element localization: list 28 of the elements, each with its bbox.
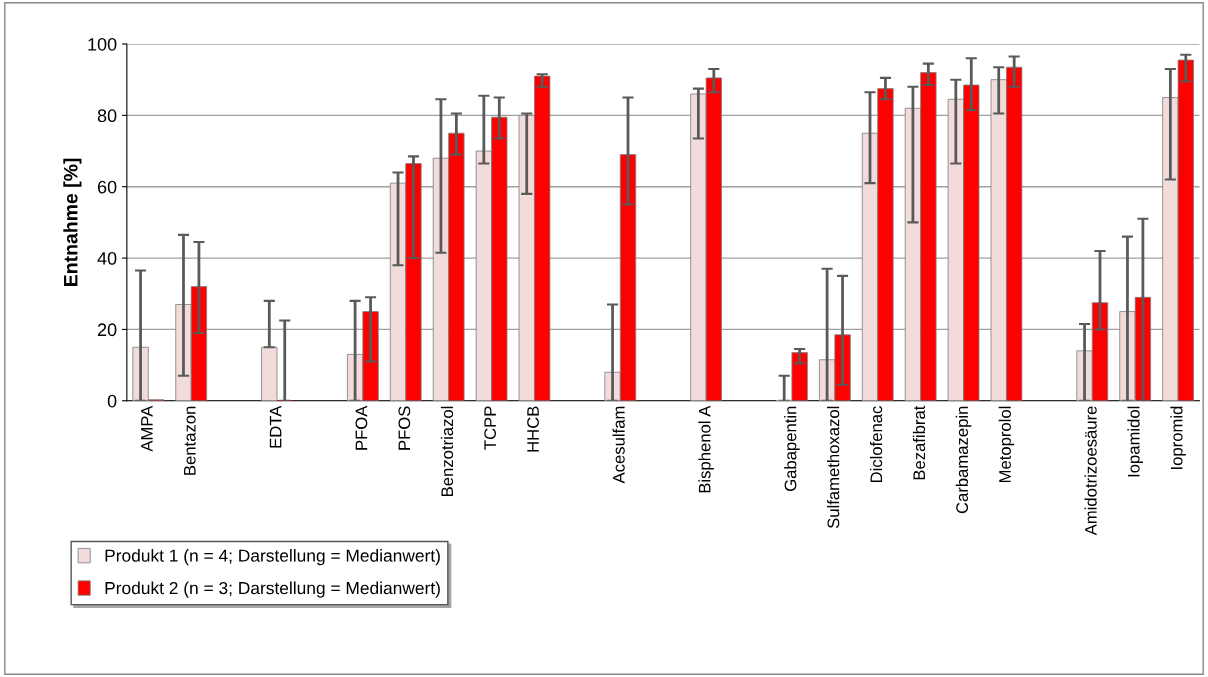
x-tick-label: Bezafibrat — [912, 405, 926, 480]
y-tick-label: 60 — [97, 180, 117, 194]
y-tick-label: 40 — [97, 252, 117, 265]
x-tick-label: PFOS — [398, 406, 411, 450]
x-tick-label: TCPP — [484, 406, 497, 450]
x-tick-label: Diclofenac — [869, 406, 883, 483]
y-axis-title: Entnahme [%] — [63, 158, 82, 286]
y-tick-label: 20 — [97, 323, 117, 337]
x-tick-label: Bisphenol A — [698, 405, 714, 493]
x-tick-label: Benzotriazol — [440, 406, 454, 496]
x-tick-label: AMPA — [141, 405, 153, 452]
x-tick-label: Amidotrizoesäure — [1084, 406, 1097, 536]
x-tick-label: Bentazon — [184, 406, 196, 475]
legend-label: Produkt 1 (n = 4; Darstellung = Medianwert) — [105, 549, 440, 566]
x-tick-label: PFOA — [355, 405, 368, 450]
legend-label: Produkt 2 (n = 3; Darstellung = Medianwert) — [105, 581, 440, 598]
x-tick-label: Iopamidol — [1127, 406, 1143, 477]
x-tick-label: Gabapentin — [784, 406, 800, 491]
x-tick-label: Carbamazepin — [955, 406, 972, 514]
y-tick-label: 100 — [88, 37, 117, 51]
x-tick-label: Sulfamethoxazol — [827, 406, 840, 529]
x-tick-label: Metoprolol — [998, 406, 1015, 483]
x-tick-label: Acesulfam — [612, 406, 625, 484]
y-tick-label: 0 — [107, 394, 117, 408]
y-tick-label: 80 — [97, 109, 117, 123]
x-tick-label: HHCB — [527, 406, 539, 452]
x-tick-label: Iopromid — [1170, 406, 1186, 469]
x-tick-label: EDTA — [269, 405, 282, 448]
